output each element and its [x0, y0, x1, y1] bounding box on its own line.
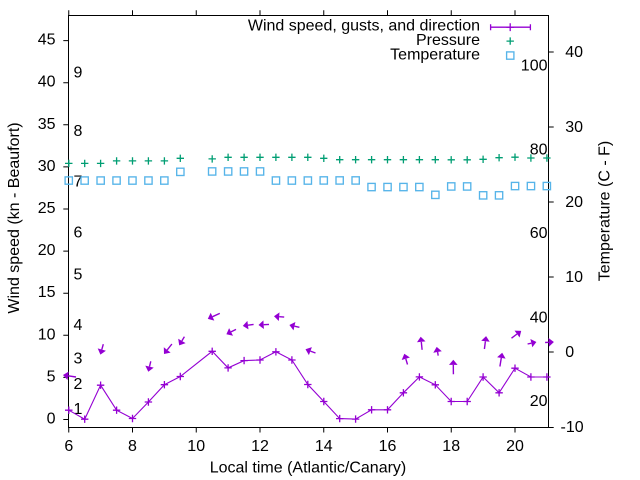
svg-text:Wind speed, gusts, and directi: Wind speed, gusts, and direction: [248, 17, 480, 34]
svg-text:7: 7: [74, 174, 83, 191]
svg-text:6: 6: [64, 438, 73, 455]
svg-text:10: 10: [565, 269, 583, 286]
svg-text:40: 40: [565, 44, 583, 61]
svg-text:Local time (Atlantic/Canary): Local time (Atlantic/Canary): [210, 459, 407, 476]
svg-text:3: 3: [74, 351, 83, 368]
svg-text:15: 15: [38, 284, 56, 301]
svg-text:Wind speed (kn - Beaufort): Wind speed (kn - Beaufort): [6, 122, 23, 313]
svg-text:-10: -10: [561, 419, 584, 436]
svg-text:4: 4: [74, 317, 83, 334]
svg-text:35: 35: [38, 116, 56, 133]
svg-text:0: 0: [47, 411, 56, 428]
svg-text:14: 14: [315, 438, 333, 455]
svg-text:Temperature (C - F): Temperature (C - F): [597, 141, 614, 281]
svg-text:80: 80: [530, 142, 548, 159]
svg-text:Pressure: Pressure: [416, 32, 480, 49]
svg-text:10: 10: [187, 438, 205, 455]
svg-text:20: 20: [530, 393, 548, 410]
svg-text:40: 40: [38, 74, 56, 91]
svg-text:20: 20: [38, 242, 56, 259]
svg-text:2: 2: [74, 376, 83, 393]
svg-text:12: 12: [251, 438, 269, 455]
svg-text:18: 18: [442, 438, 460, 455]
svg-text:8: 8: [74, 123, 83, 140]
svg-text:8: 8: [128, 438, 137, 455]
svg-text:60: 60: [530, 225, 548, 242]
svg-text:5: 5: [74, 266, 83, 283]
svg-text:9: 9: [74, 64, 83, 81]
svg-text:16: 16: [379, 438, 397, 455]
svg-text:10: 10: [38, 326, 56, 343]
svg-text:Temperature: Temperature: [390, 47, 480, 64]
svg-text:30: 30: [565, 119, 583, 136]
svg-text:20: 20: [565, 194, 583, 211]
svg-text:45: 45: [38, 32, 56, 49]
svg-text:6: 6: [74, 224, 83, 241]
svg-text:20: 20: [506, 438, 524, 455]
svg-text:40: 40: [530, 310, 548, 327]
svg-text:30: 30: [38, 158, 56, 175]
svg-text:100: 100: [521, 57, 548, 74]
svg-text:1: 1: [74, 401, 83, 418]
svg-text:5: 5: [47, 368, 56, 385]
svg-text:25: 25: [38, 200, 56, 217]
svg-text:0: 0: [565, 344, 574, 361]
